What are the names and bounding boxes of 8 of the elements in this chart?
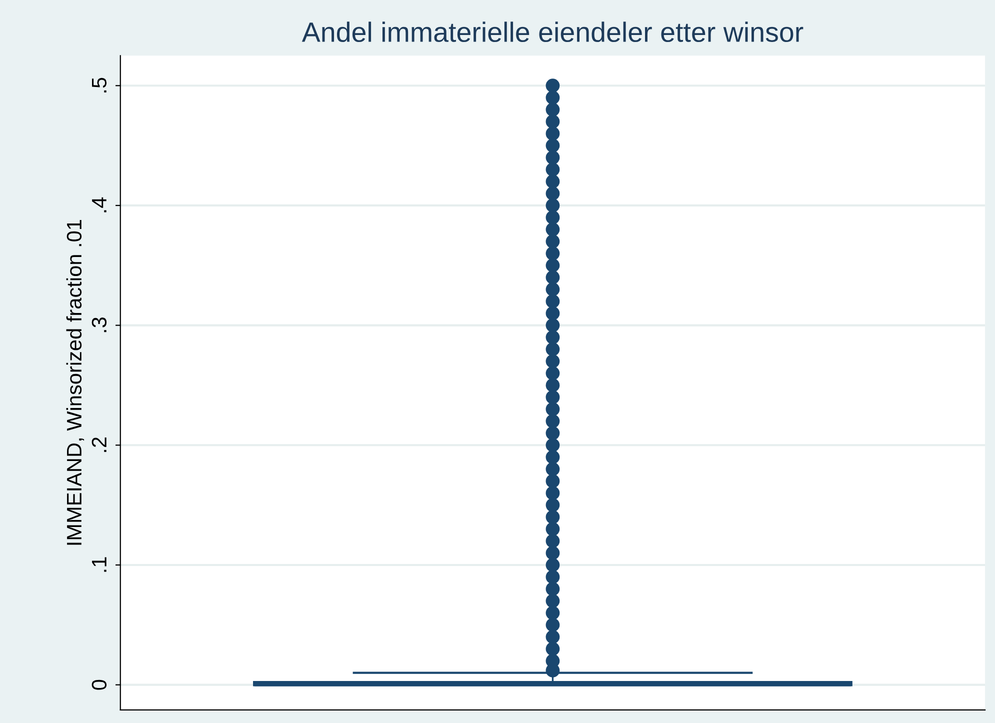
y-axis-title: IMMEIAND, Winsorized fraction .01	[66, 220, 84, 545]
y-tick-label: .1	[92, 557, 106, 572]
y-tick-label: .3	[92, 318, 107, 332]
y-tick-label: .4	[92, 197, 106, 212]
y-tick-label: .2	[92, 438, 106, 452]
chart-title: Andel immaterielle eiendeler etter winsor	[302, 22, 804, 42]
y-tick-label: .5	[92, 78, 107, 92]
y-tick-label: 0	[92, 680, 107, 690]
